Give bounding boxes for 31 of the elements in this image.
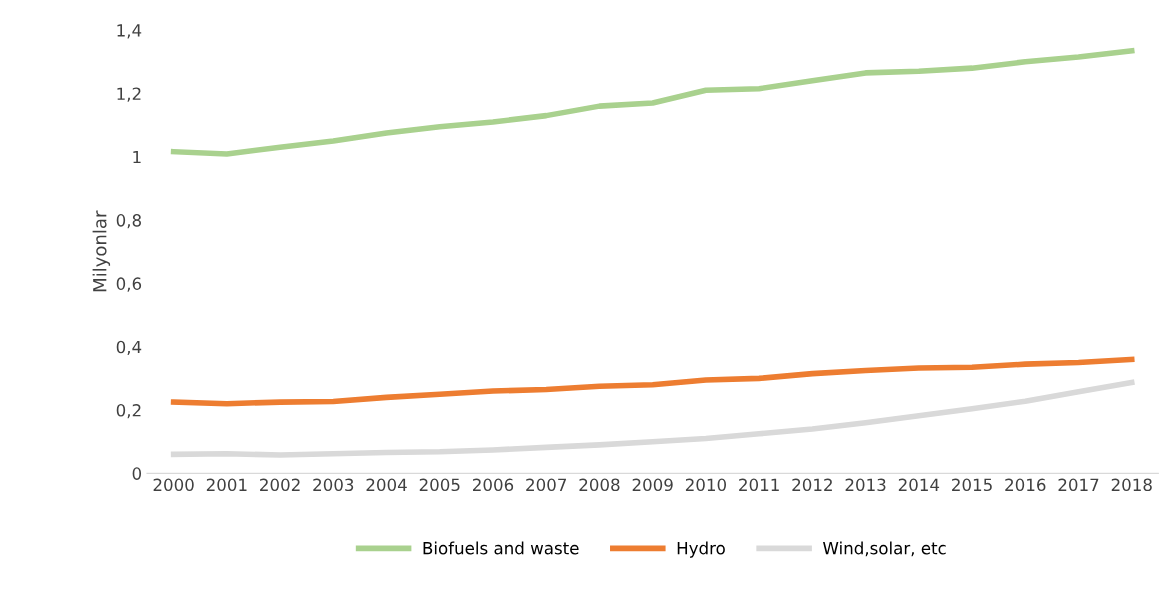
x-tick-label: 2003 xyxy=(313,478,354,492)
legend-label: Biofuels and waste xyxy=(423,541,579,555)
y-tick-label: 0,2 xyxy=(116,404,141,419)
y-tick-label: 1,2 xyxy=(117,87,141,102)
x-tick-label: 2006 xyxy=(473,478,514,492)
y-tick-label: 0,4 xyxy=(116,340,142,355)
x-tick-label: 2015 xyxy=(952,478,992,492)
x-tick-label: 2016 xyxy=(1005,478,1046,492)
legend-label: Hydro xyxy=(677,541,725,558)
legend-label: Wind,solar, etc xyxy=(823,541,946,557)
x-tick-label: 2002 xyxy=(260,478,300,492)
y-tick-label: 0 xyxy=(132,467,142,480)
x-tick-label: 2001 xyxy=(206,478,247,492)
x-tick-label: 2014 xyxy=(898,478,940,492)
x-tick-label: 2009 xyxy=(632,478,673,492)
y-tick-label: 0,6 xyxy=(116,277,142,292)
y-axis-title: Milyonlar xyxy=(92,210,111,292)
x-tick-label: 2012 xyxy=(792,478,832,492)
x-tick-label: 2017 xyxy=(1058,478,1099,492)
x-tick-label: 2013 xyxy=(845,478,886,492)
x-tick-label: 2005 xyxy=(419,478,460,492)
x-tick-label: 2018 xyxy=(1111,478,1152,492)
x-tick-label: 2000 xyxy=(153,478,194,492)
y-tick-label: 1 xyxy=(133,150,141,164)
y-tick-label: 1,4 xyxy=(117,24,142,39)
y-tick-label: 0,8 xyxy=(116,214,141,229)
x-tick-label: 2011 xyxy=(739,478,779,492)
x-tick-label: 2007 xyxy=(526,478,566,492)
x-tick-label: 2010 xyxy=(685,478,727,492)
x-tick-label: 2004 xyxy=(366,478,407,492)
x-tick-label: 2008 xyxy=(579,478,620,492)
